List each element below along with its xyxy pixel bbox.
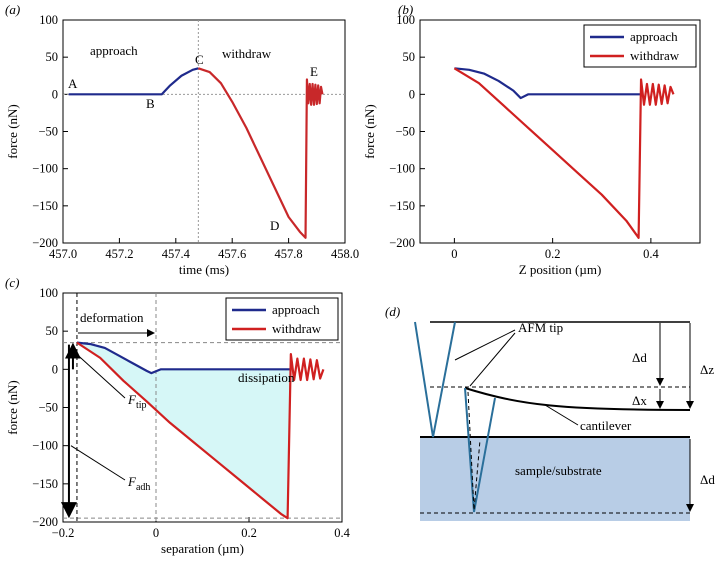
x-tick-label: 457.6: [218, 247, 246, 261]
dd-label: Δd: [700, 472, 715, 487]
x-axis-label: separation (µm): [161, 541, 244, 556]
x-tick-label: 0.4: [334, 526, 350, 540]
y-tick-label: 100: [39, 286, 58, 300]
substrate: [420, 437, 690, 521]
x-tick-label: 0.2: [241, 526, 257, 540]
annotation: B: [146, 96, 155, 111]
x-axis-label: time (ms): [179, 262, 229, 277]
x-tick-label: 458.0: [331, 247, 359, 261]
pointer: [469, 332, 516, 387]
annotation: dissipation: [238, 370, 295, 385]
dz-label: Δz: [700, 362, 714, 377]
legend-label: approach: [272, 302, 320, 317]
pointer: [454, 329, 516, 361]
y-tick-label: −150: [32, 477, 58, 491]
cantilever-label: cantilever: [580, 418, 632, 433]
x-tick-label: 457.8: [275, 247, 303, 261]
annotation: withdraw: [222, 46, 272, 61]
tip-initial: [414, 321, 456, 438]
symbol: F: [127, 474, 137, 489]
y-tick-label: 0: [52, 87, 58, 101]
series-line: [76, 341, 325, 520]
x-tick-label: 457.4: [162, 247, 191, 261]
tip-deflected: [464, 387, 496, 513]
y-tick-label: −200: [32, 236, 58, 250]
panel-label: (c): [5, 275, 19, 290]
legend-box: [225, 297, 339, 341]
y-axis-label: force (nN): [5, 104, 20, 159]
y-tick-label: −100: [32, 162, 58, 176]
y-tick-label: 100: [39, 13, 58, 27]
series-line: [453, 67, 675, 239]
x-tick-label: 457.0: [49, 247, 77, 261]
pointer: [544, 404, 579, 426]
x-tick-label: 457.2: [105, 247, 133, 261]
y-tick-label: 50: [403, 50, 416, 64]
annotation: Ftip: [127, 392, 147, 411]
pointer: [70, 445, 126, 481]
legend-label: withdraw: [630, 48, 680, 63]
y-axis-label: force (nN): [5, 380, 20, 435]
series-line: [454, 67, 642, 100]
pointer: [74, 352, 126, 399]
legend-label: approach: [630, 29, 678, 44]
annotation: Fadh: [127, 474, 150, 493]
dd-label: Δd: [632, 350, 647, 365]
subscript: adh: [136, 482, 150, 493]
x-axis-label: Z position (µm): [519, 262, 602, 277]
y-tick-label: 0: [52, 362, 58, 376]
y-tick-label: −50: [38, 125, 58, 139]
y-tick-label: −100: [389, 162, 415, 176]
y-tick-label: −50: [38, 401, 58, 415]
annotation: deformation: [80, 310, 144, 325]
symbol: F: [127, 392, 137, 407]
annotation: approach: [90, 43, 138, 58]
legend-box: [583, 24, 697, 68]
panel-label: (a): [5, 2, 20, 17]
subscript: tip: [136, 400, 147, 411]
y-tick-label: 50: [46, 324, 59, 338]
series-line: [68, 67, 199, 96]
y-tick-label: 100: [396, 13, 415, 27]
panel-label: (d): [385, 304, 400, 319]
y-tick-label: 50: [46, 50, 59, 64]
y-tick-label: −150: [389, 199, 415, 213]
annotation: D: [270, 218, 279, 233]
x-tick-label: −0.2: [52, 526, 75, 540]
legend-label: withdraw: [272, 321, 322, 336]
y-tick-label: −200: [389, 236, 415, 250]
x-tick-label: 0: [451, 247, 457, 261]
substrate-label: sample/substrate: [515, 463, 602, 478]
annotation: A: [68, 76, 78, 91]
y-tick-label: −100: [32, 439, 58, 453]
cantilever-line: [464, 387, 691, 411]
x-tick-label: 0.2: [545, 247, 561, 261]
y-tick-label: −50: [395, 125, 415, 139]
series-line: [76, 341, 291, 375]
y-tick-label: −200: [32, 515, 58, 529]
x-tick-label: 0: [153, 526, 159, 540]
tip-dashed: [467, 391, 481, 511]
x-tick-label: 0.4: [643, 247, 659, 261]
diagram: (d) AFM tip Δz Δd Δx cantilever sample/s…: [385, 304, 715, 521]
panel-label: (b): [398, 2, 413, 17]
y-tick-label: −150: [32, 199, 58, 213]
annotation: E: [310, 64, 318, 79]
annotation: C: [195, 52, 204, 67]
tip-label: AFM tip: [518, 320, 563, 335]
dx-label: Δx: [632, 393, 647, 408]
y-axis-label: force (nN): [362, 104, 377, 159]
series-line: [198, 67, 324, 239]
y-tick-label: 0: [409, 87, 415, 101]
